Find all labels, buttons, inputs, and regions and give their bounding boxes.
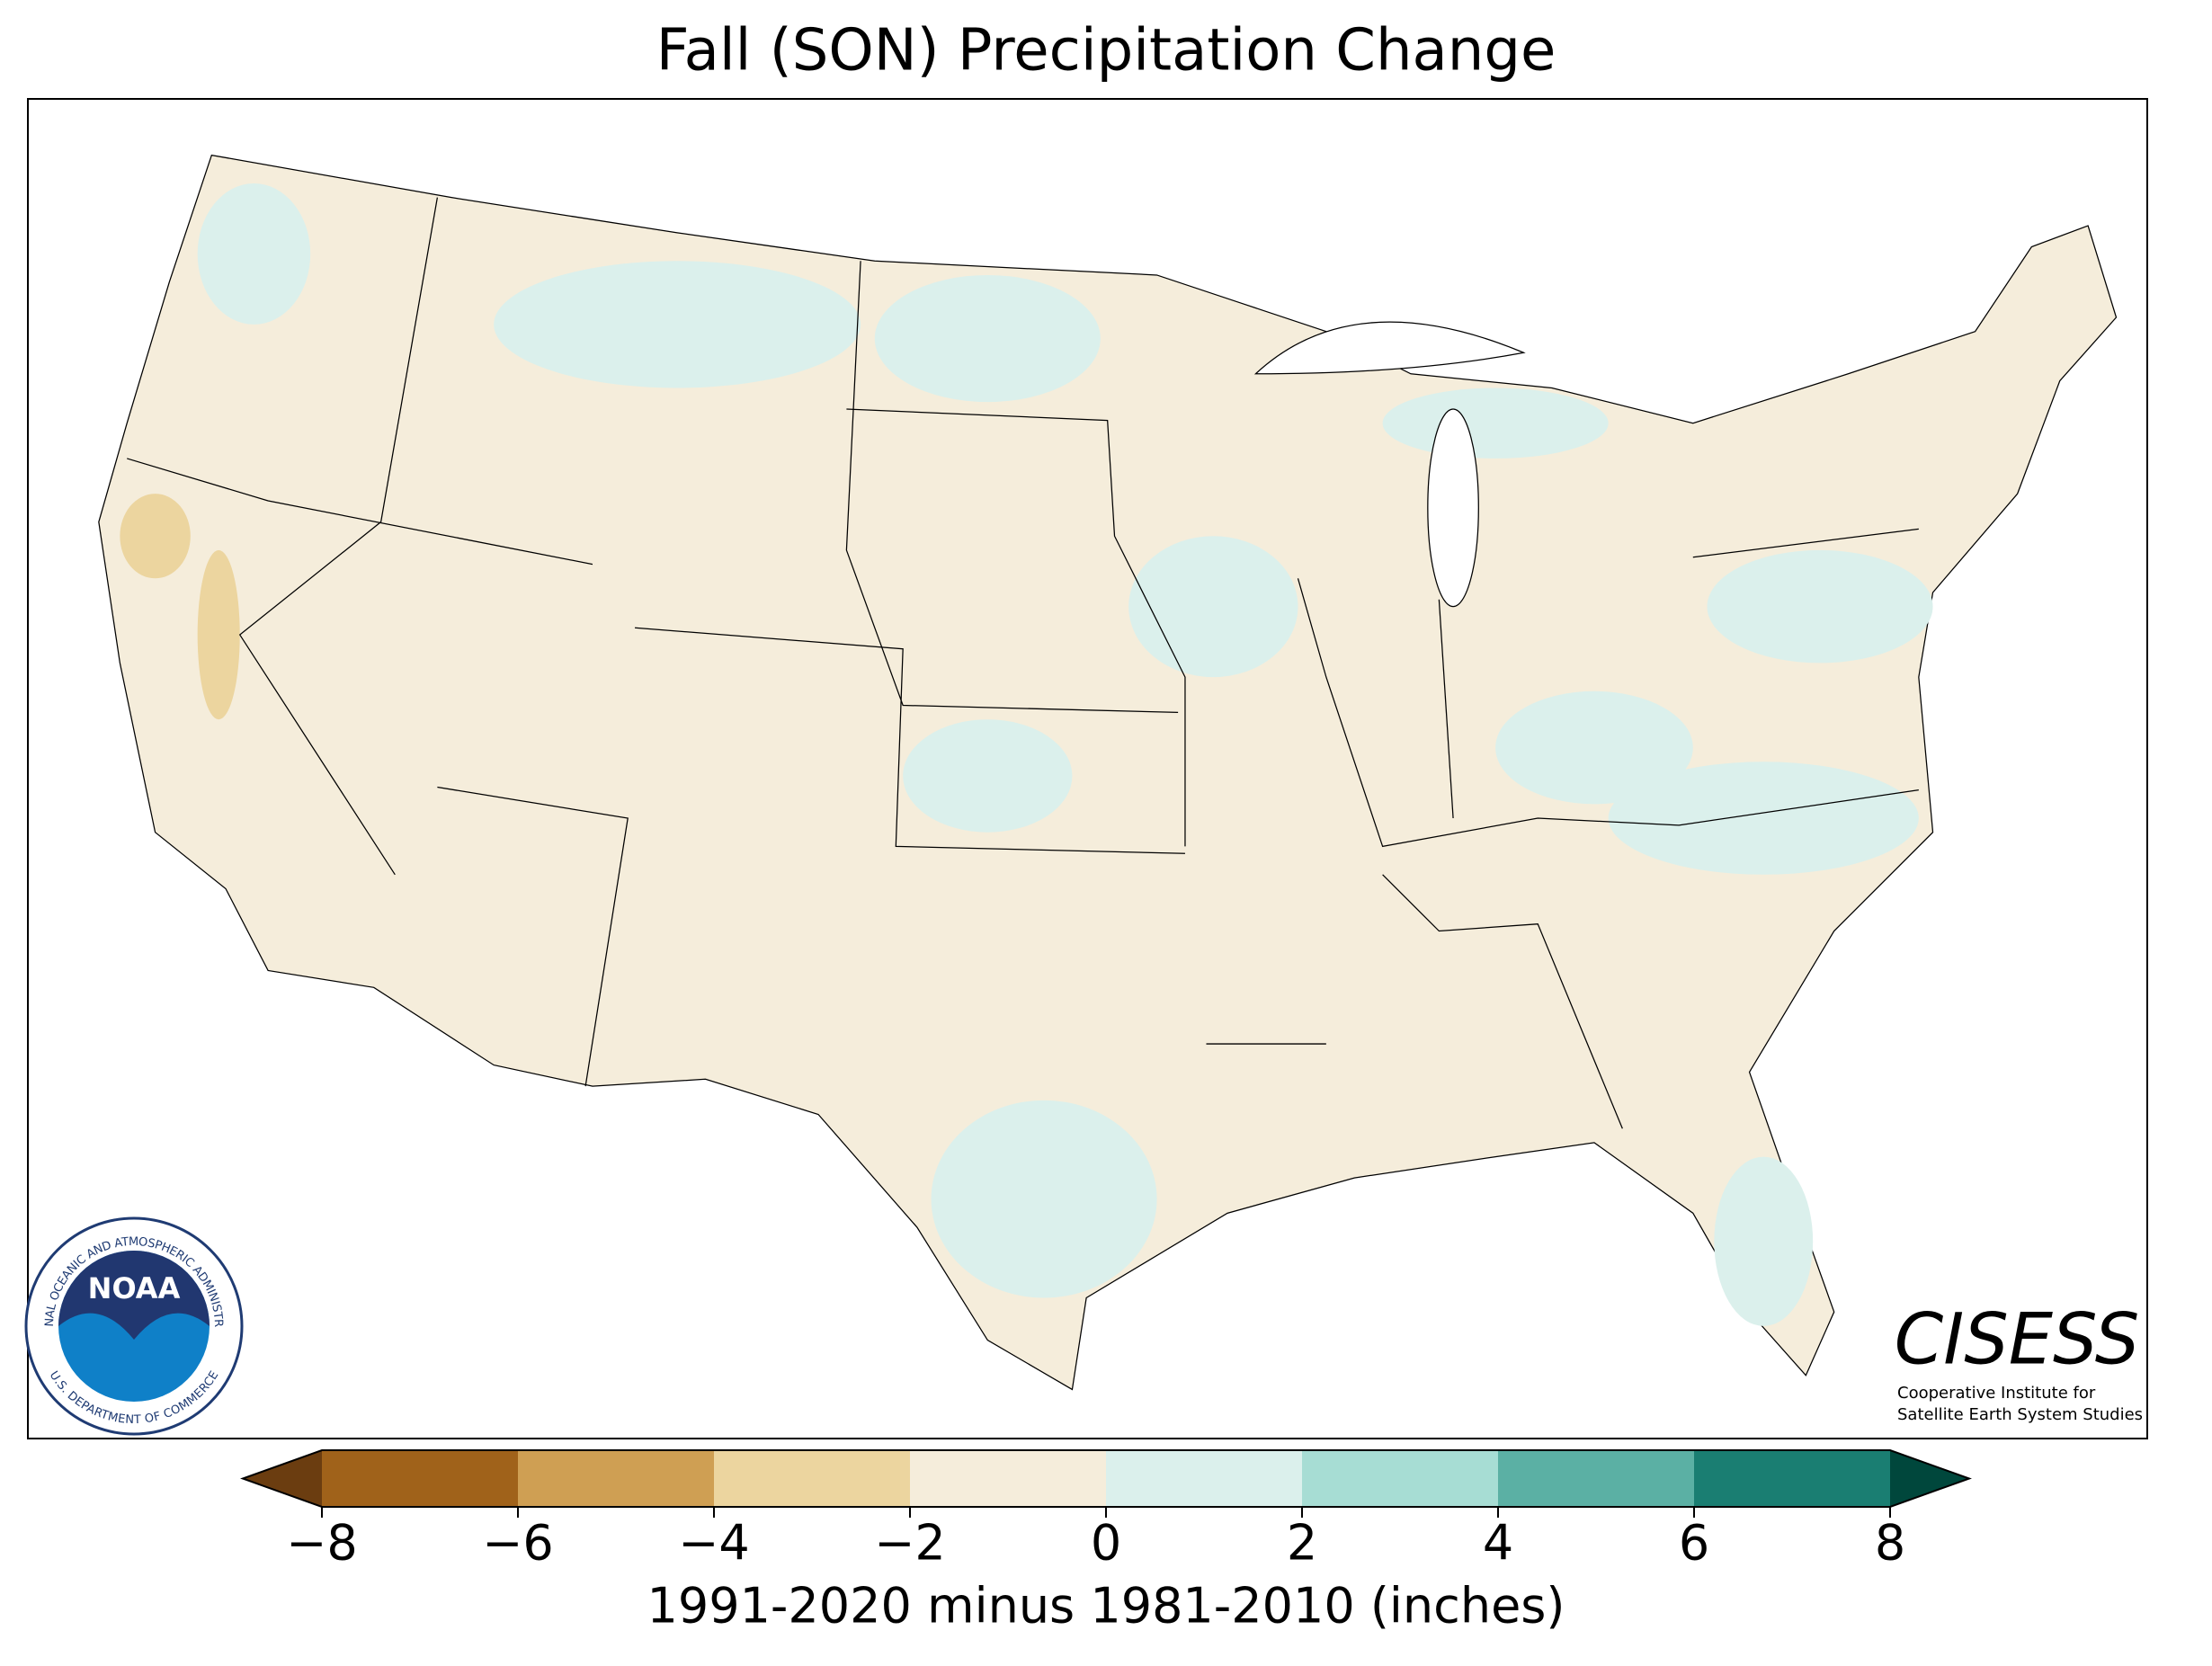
colorbar-tick-label: −8 [286, 1515, 358, 1572]
wet-regions [197, 183, 1933, 1326]
lake-superior [1253, 321, 1526, 375]
cisess-line1: Cooperative Institute for [1897, 1384, 2096, 1403]
colorbar-segment [910, 1450, 1106, 1507]
borders [127, 197, 1919, 1129]
map [98, 154, 2118, 1391]
lake-michigan [1427, 408, 1479, 608]
colorbar-segment [1302, 1450, 1498, 1507]
noaa-name: NOAA [88, 1271, 181, 1305]
colorbar-tick-label: 8 [1875, 1515, 1905, 1572]
colorbar: −8 −6 −4 −2 0 2 4 6 8 [240, 1449, 1972, 1572]
colorbar-segment [1694, 1450, 1890, 1507]
colorbar-tick-label: 6 [1679, 1515, 1709, 1572]
logo-top [58, 1251, 210, 1340]
colorbar-segment [714, 1450, 910, 1507]
colorbar-under [243, 1450, 322, 1507]
dry-regions [120, 494, 240, 720]
cisess-line2: Satellite Earth System Studies [1897, 1405, 2143, 1424]
colorbar-tick-label: −2 [874, 1515, 946, 1572]
colorbar-over [1890, 1450, 1969, 1507]
colorbar-segment [1498, 1450, 1694, 1507]
colorbar-segment [322, 1450, 518, 1507]
colorbar-tick-label: −4 [678, 1515, 750, 1572]
colorbar-label: 1991-2020 minus 1981-2010 (inches) [647, 1578, 1565, 1635]
cisess-name: CISESS [1895, 1299, 2140, 1380]
colorbar-tick-label: 2 [1287, 1515, 1317, 1572]
colorbar-tick-label: −6 [482, 1515, 554, 1572]
colorbar-tick-label: 4 [1483, 1515, 1513, 1572]
colorbar-segment [518, 1450, 714, 1507]
colorbar-tick-label: 0 [1091, 1515, 1121, 1572]
colorbar-segment [1106, 1450, 1302, 1507]
map-title: Fall (SON) Precipitation Change [656, 18, 1556, 85]
conus-land [98, 154, 2118, 1391]
